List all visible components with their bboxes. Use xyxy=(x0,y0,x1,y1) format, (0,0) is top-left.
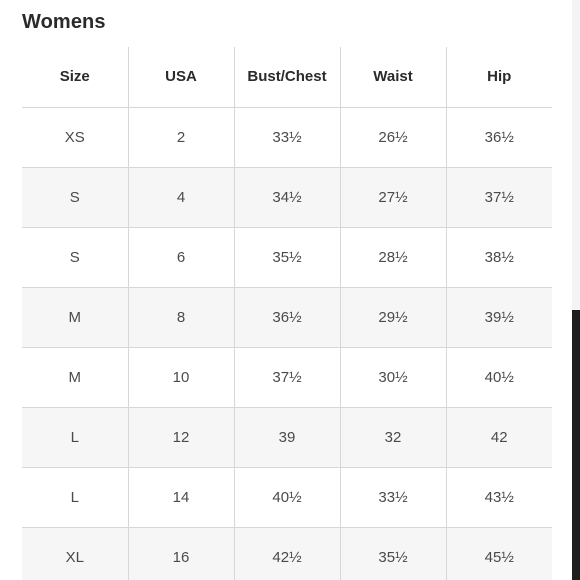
cell-hip: 45½ xyxy=(484,548,514,566)
cell-usa: 4 xyxy=(128,167,235,227)
cell-bust-chest: 39 xyxy=(234,407,341,467)
right-edge-dark-strip xyxy=(572,310,580,580)
header-usa: USA xyxy=(128,47,235,107)
cell-usa: 14 xyxy=(128,467,235,527)
cell-hip: 38½ xyxy=(484,248,514,266)
cell-hip: 43½ xyxy=(484,488,514,506)
header-bust-chest: Bust/Chest xyxy=(234,47,341,107)
cell-size: M xyxy=(22,347,129,407)
table-row: XL 16 42½ 35½ 45½ xyxy=(22,527,552,580)
table-row: S 4 34½ 27½ 37½ xyxy=(22,167,552,227)
cell-bust-chest: 34½ xyxy=(234,167,341,227)
size-table: Size USA Bust/Chest Waist Hip XS 2 33½ 2… xyxy=(22,47,552,580)
cell-size: XS xyxy=(22,107,129,167)
cell-bust-chest: 33½ xyxy=(234,107,341,167)
cell-hip: 37½ xyxy=(484,188,514,206)
cell-bust-chest: 35½ xyxy=(234,227,341,287)
cell-hip: 39½ xyxy=(484,308,514,326)
cell-hip: 40½ xyxy=(484,368,514,386)
cell-bust-chest: 40½ xyxy=(234,467,341,527)
cell-usa: 12 xyxy=(128,407,235,467)
cell-waist: 33½ xyxy=(340,467,447,527)
cell-size: S xyxy=(22,167,129,227)
cell-waist: 28½ xyxy=(340,227,447,287)
table-row: L 14 40½ 33½ 43½ xyxy=(22,467,552,527)
cell-usa: 6 xyxy=(128,227,235,287)
cell-size: M xyxy=(22,287,129,347)
table-row: S 6 35½ 28½ 38½ xyxy=(22,227,552,287)
cell-waist: 32 xyxy=(340,407,447,467)
right-edge-strip xyxy=(572,0,580,580)
cell-hip: 42 xyxy=(490,428,508,446)
page-title: Womens xyxy=(22,11,106,33)
cell-waist: 27½ xyxy=(340,167,447,227)
cell-waist: 26½ xyxy=(340,107,447,167)
cell-size: S xyxy=(22,227,129,287)
table-row: M 8 36½ 29½ 39½ xyxy=(22,287,552,347)
header-waist: Waist xyxy=(340,47,447,107)
cell-usa: 8 xyxy=(128,287,235,347)
cell-usa: 10 xyxy=(128,347,235,407)
cell-hip: 36½ xyxy=(484,128,514,146)
cell-usa: 16 xyxy=(128,527,235,580)
cell-size: XL xyxy=(22,527,129,580)
cell-size: L xyxy=(22,407,129,467)
cell-waist: 30½ xyxy=(340,347,447,407)
cell-size: L xyxy=(22,467,129,527)
cell-bust-chest: 37½ xyxy=(234,347,341,407)
header-size: Size xyxy=(22,47,129,107)
cell-waist: 35½ xyxy=(340,527,447,580)
header-hip: Hip xyxy=(487,68,512,86)
table-row: L 12 39 32 42 xyxy=(22,407,552,467)
table-row: M 10 37½ 30½ 40½ xyxy=(22,347,552,407)
cell-waist: 29½ xyxy=(340,287,447,347)
table-header-row: Size USA Bust/Chest Waist Hip xyxy=(22,47,552,107)
cell-bust-chest: 42½ xyxy=(234,527,341,580)
cell-bust-chest: 36½ xyxy=(234,287,341,347)
table-row: XS 2 33½ 26½ 36½ xyxy=(22,107,552,167)
cell-usa: 2 xyxy=(128,107,235,167)
